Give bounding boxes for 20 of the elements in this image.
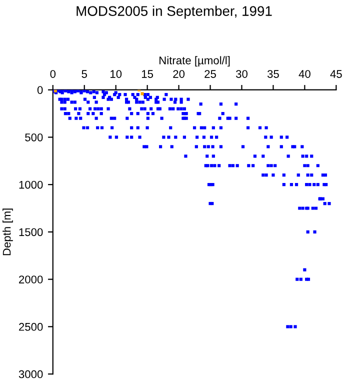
- x-axis-title: Nitrate [µmol/l]: [160, 56, 230, 67]
- y-axis-title: Depth [m]: [2, 208, 13, 256]
- x-tick-label: 0: [50, 70, 56, 78]
- x-tick-label: 10: [110, 70, 122, 78]
- y-tick-label: 3000: [18, 370, 43, 378]
- x-tick-label: 5: [82, 70, 87, 78]
- chart-title: MODS2005 in September, 1991: [76, 6, 272, 19]
- x-tick-label: 20: [173, 70, 185, 78]
- y-tick-label: 2500: [19, 322, 43, 331]
- y-tick-label: 2000: [19, 276, 43, 284]
- x-tick-label: 40: [298, 70, 310, 78]
- x-tick-label: 25: [204, 70, 216, 78]
- x-tick-label: 30: [236, 70, 248, 78]
- x-tick-label: 35: [267, 70, 279, 78]
- y-tick-label: 1000: [19, 180, 43, 189]
- y-tick-label: 500: [25, 133, 43, 142]
- x-tick-label: 15: [142, 70, 154, 78]
- y-tick-label: 1500: [19, 228, 43, 236]
- y-tick-label: 0: [37, 86, 43, 94]
- x-tick-label: 45: [330, 70, 342, 78]
